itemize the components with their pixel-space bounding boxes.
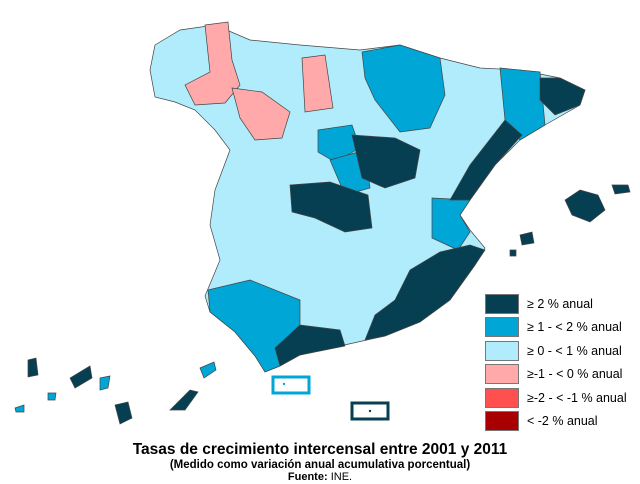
balearic-islands bbox=[509, 184, 631, 257]
region-malaga bbox=[274, 324, 346, 367]
legend-swatch bbox=[485, 317, 519, 338]
legend-swatch bbox=[485, 340, 519, 361]
source-label: Fuente: bbox=[287, 471, 328, 483]
region-east-coast bbox=[449, 119, 523, 201]
region-southeast bbox=[364, 244, 486, 341]
legend-item: < -2 % anual bbox=[485, 410, 627, 434]
legend-item: ≥-1 - < 0 % anual bbox=[485, 363, 627, 387]
region-aragon-north bbox=[499, 67, 546, 141]
legend-swatch bbox=[485, 364, 519, 385]
canary-islands bbox=[14, 357, 217, 425]
legend-swatch bbox=[485, 411, 519, 432]
region-soria-segovia bbox=[351, 134, 421, 189]
region-palencia bbox=[301, 54, 334, 113]
legend-swatch bbox=[485, 387, 519, 408]
legend-item: ≥-2 - < -1 % anual bbox=[485, 386, 627, 410]
region-north-east-mid bbox=[361, 44, 446, 133]
legend-item: ≥ 2 % anual bbox=[485, 292, 627, 316]
legend-label: ≥ 0 - < 1 % anual bbox=[527, 343, 622, 358]
region-leon bbox=[231, 87, 291, 141]
legend-item: ≥ 1 - < 2 % anual bbox=[485, 316, 627, 340]
region-galicia-east bbox=[184, 21, 241, 106]
caption: Tasas de crecimiento intercensal entre 2… bbox=[0, 441, 640, 483]
melilla-box bbox=[350, 401, 390, 421]
ceuta-box bbox=[271, 375, 311, 395]
map-subtitle: (Medido como variación anual acumulativa… bbox=[169, 459, 471, 471]
legend-label: ≥ 2 % anual bbox=[527, 296, 593, 311]
legend-label: ≥-1 - < 0 % anual bbox=[527, 367, 623, 382]
region-madrid bbox=[289, 181, 373, 233]
legend: ≥ 2 % anual ≥ 1 - < 2 % anual ≥ 0 - < 1 … bbox=[485, 292, 627, 433]
region-catalonia-ne bbox=[539, 77, 586, 116]
legend-swatch bbox=[485, 293, 519, 314]
legend-item: ≥ 0 - < 1 % anual bbox=[485, 339, 627, 363]
source-value: INE. bbox=[330, 471, 353, 483]
legend-label: ≥-2 - < -1 % anual bbox=[527, 390, 627, 405]
map-title: Tasas de crecimiento intercensal entre 2… bbox=[132, 441, 508, 458]
legend-label: < -2 % anual bbox=[527, 414, 598, 429]
legend-label: ≥ 1 - < 2 % anual bbox=[527, 320, 622, 335]
source-line: Fuente: INE. bbox=[0, 471, 640, 483]
